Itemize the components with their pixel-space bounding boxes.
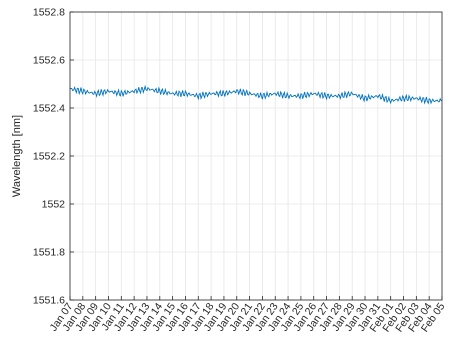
- y-axis: 1551.6 1551.8 1552 1552.2 1552.4 1552.6 1552.8: [33, 7, 74, 307]
- grid: [69, 11, 443, 301]
- series-layer: [69, 84, 443, 105]
- series-line: [69, 84, 443, 105]
- y-tick-label: 1551.8: [33, 247, 65, 259]
- y-tick-label: 1552: [42, 199, 66, 211]
- y-tick-label: 1551.6: [33, 295, 65, 307]
- y-axis-title: Wavelength [nm]: [11, 115, 23, 197]
- y-tick-label: 1552.4: [33, 103, 65, 115]
- y-tick-label: 1552.2: [33, 151, 65, 163]
- y-tick-label: 1552.8: [33, 7, 65, 19]
- y-tick-label: 1552.6: [33, 55, 65, 67]
